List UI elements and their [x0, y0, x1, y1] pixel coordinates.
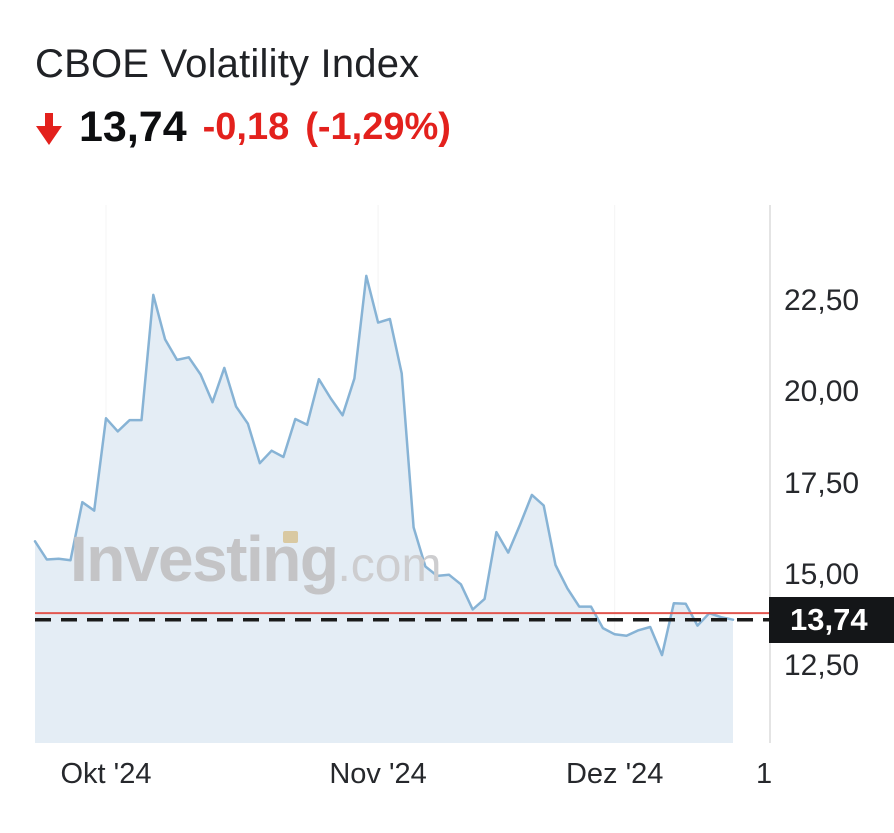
area-fill: [35, 275, 733, 743]
current-price-tag-label: 13,74: [790, 601, 868, 637]
chart-header: CBOE Volatility Index 13,74 -0,18 (-1,29…: [35, 42, 451, 152]
down-arrow-icon: [35, 113, 63, 146]
quote-row: 13,74 -0,18 (-1,29%): [35, 103, 451, 152]
current-price-tag: 13,74: [769, 596, 894, 643]
price-change-percent: (-1,29%): [305, 106, 451, 148]
last-price: 13,74: [79, 103, 187, 151]
page-title: CBOE Volatility Index: [35, 42, 420, 86]
price-line: [33, 274, 735, 657]
price-change: -0,18: [202, 106, 290, 148]
